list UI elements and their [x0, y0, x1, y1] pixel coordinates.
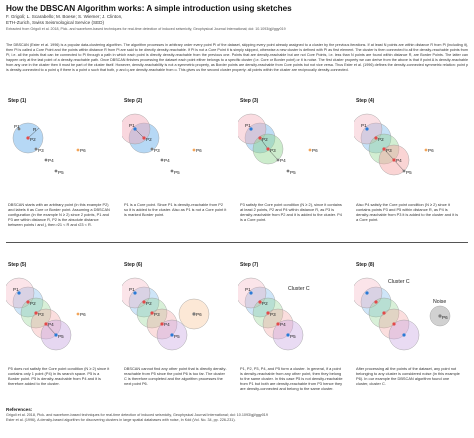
svg-text:P5: P5 — [58, 170, 64, 175]
step-title: Step (7) — [240, 262, 259, 268]
step-description: P1, P2, P3, P4, and P5 form a cluster. I… — [240, 366, 343, 391]
cluster-label: Cluster C — [388, 279, 410, 285]
svg-text:P5: P5 — [58, 334, 64, 339]
steps-row-1: Step (1) R P1 P2 P3 P4 P5 P6 DBSCAN star… — [6, 98, 468, 238]
step-3: Step (3) P1 P2 P3 P4 P5 P6 P3 satisfy th… — [238, 98, 351, 238]
svg-text:P3: P3 — [154, 148, 160, 153]
row-separator — [6, 242, 468, 243]
svg-text:P3: P3 — [154, 312, 160, 317]
svg-text:P6: P6 — [80, 148, 86, 153]
svg-text:P6: P6 — [428, 148, 434, 153]
step-3-sketch: P1 P2 P3 P4 P5 P6 — [238, 113, 318, 175]
step-8-sketch: Cluster C Noise P6 — [354, 277, 451, 351]
point-p3 — [34, 147, 38, 151]
step-description: P1 is a Core point. Since P1 is density-… — [124, 202, 227, 217]
svg-text:P1: P1 — [129, 287, 135, 292]
svg-text:P1: P1 — [245, 123, 251, 128]
svg-text:P4: P4 — [48, 158, 54, 163]
svg-text:P2: P2 — [30, 137, 36, 142]
svg-text:P3: P3 — [38, 148, 44, 153]
step-5: Step (5) P1 P2 P3 P4 P5 P6 P5 does not s… — [6, 262, 119, 402]
step-2: Step (2) P1 P2 P3 P4 P5 P6 P1 is a Core … — [122, 98, 235, 238]
point-p2 — [26, 136, 30, 140]
svg-text:P1: P1 — [361, 123, 367, 128]
point-p1 — [17, 127, 21, 131]
svg-text:P5: P5 — [290, 170, 296, 175]
svg-text:P6: P6 — [196, 148, 202, 153]
svg-text:P1: P1 — [129, 123, 135, 128]
step-6: Step (6) P1 P2 P3 P4 P5 P6 DBSCAN cannot… — [122, 262, 235, 402]
step-description: P3 satisfy the Core point condition (N ≥… — [240, 202, 342, 222]
poster-header: How the DBSCAN Algorithm works: A simple… — [6, 4, 468, 32]
svg-text:P3: P3 — [38, 312, 44, 317]
point-p2 — [142, 136, 146, 140]
svg-text:P3: P3 — [270, 312, 276, 317]
point-p5 — [54, 169, 58, 173]
cluster-label: Cluster C — [288, 286, 310, 292]
svg-text:P5: P5 — [290, 334, 296, 339]
step-1-sketch: R P1 P2 P3 P4 P5 P6 — [12, 122, 86, 175]
point-p4 — [44, 158, 48, 162]
reference-item: Grigoli et al. 2018, Pick- and waveform-… — [6, 413, 268, 417]
authors: F. Grigoli; L. Scarabello; M. Boese; S. … — [6, 14, 123, 19]
svg-text:P6: P6 — [312, 148, 318, 153]
step-title: Step (5) — [8, 262, 27, 268]
step-title: Step (3) — [240, 98, 259, 104]
svg-text:P4: P4 — [396, 158, 402, 163]
noise-label: Noise — [433, 299, 446, 305]
svg-text:P2: P2 — [146, 301, 152, 306]
references-title: References: — [6, 407, 33, 412]
svg-text:P5: P5 — [174, 170, 180, 175]
svg-text:P4: P4 — [48, 322, 54, 327]
svg-text:P3: P3 — [270, 148, 276, 153]
step-title: Step (2) — [124, 98, 143, 104]
svg-text:P6: P6 — [80, 312, 86, 317]
svg-text:P3: P3 — [386, 148, 392, 153]
point-p6 — [76, 148, 80, 152]
step-5-sketch: P1 P2 P3 P4 P5 P6 — [6, 277, 86, 351]
step-title: Step (4) — [356, 98, 375, 104]
step-description: Also P4 satisfy the Core point condition… — [356, 202, 459, 222]
references: References: Grigoli et al. 2018, Pick- a… — [6, 407, 468, 423]
svg-text:P4: P4 — [164, 322, 170, 327]
step-6-sketch: P1 P2 P3 P4 P5 P6 — [122, 277, 210, 351]
radius-label: R — [33, 127, 37, 132]
step-7: Step (7) Cluster C P1 P2 P3 P4 P5 P1, P2… — [238, 262, 351, 402]
svg-text:P4: P4 — [280, 158, 286, 163]
steps-row-2: Step (5) P1 P2 P3 P4 P5 P6 P5 does not s… — [6, 262, 468, 402]
reference-item: Ester et al. (1996), A density-based alg… — [6, 417, 236, 422]
svg-text:P5: P5 — [406, 170, 412, 175]
poster-title: How the DBSCAN Algorithm works: A simple… — [6, 4, 292, 13]
svg-text:P1: P1 — [14, 124, 20, 129]
svg-text:P2: P2 — [262, 137, 268, 142]
svg-text:P1: P1 — [245, 287, 251, 292]
step-8: Step (8) Cluster C Noise P6 After proces… — [354, 262, 467, 402]
svg-text:P1: P1 — [13, 287, 19, 292]
svg-text:P6: P6 — [442, 315, 448, 320]
intro-paragraph: The DBSCAN (Ester et al. 1996) is a popu… — [6, 43, 468, 72]
svg-text:P5: P5 — [174, 334, 180, 339]
affiliation: ETH-Zurich, Swiss Seismological Service … — [6, 19, 105, 25]
step-title: Step (1) — [8, 98, 27, 104]
step-7-sketch: Cluster C P1 P2 P3 P4 P5 — [238, 277, 310, 351]
svg-text:P4: P4 — [164, 158, 170, 163]
svg-text:P6: P6 — [196, 312, 202, 317]
step-description: After processing all the points of the d… — [356, 366, 460, 386]
step-4: Step (4) P1 P2 P3 P4 P5 P6 Also P4 satis… — [354, 98, 467, 238]
step-description: P5 does not satisfy the Core point condi… — [8, 366, 110, 386]
step-title: Step (8) — [356, 262, 375, 268]
step-description: DBSCAN starts with an arbitrary point (i… — [8, 202, 110, 227]
step-description: DBSCAN cannot find any other point that … — [124, 366, 227, 386]
svg-text:P2: P2 — [146, 137, 152, 142]
svg-text:P2: P2 — [262, 301, 268, 306]
step-1: Step (1) R P1 P2 P3 P4 P5 P6 DBSCAN star… — [6, 98, 119, 238]
svg-text:P2: P2 — [378, 137, 384, 142]
point-p1 — [133, 127, 137, 131]
step-title: Step (6) — [124, 262, 143, 268]
step-4-sketch: P1 P2 P3 P4 P5 P6 — [354, 113, 434, 176]
svg-text:P4: P4 — [280, 322, 286, 327]
svg-text:P2: P2 — [30, 301, 36, 306]
step-2-sketch: P1 P2 P3 P4 P5 P6 — [122, 113, 202, 175]
extract-note: Extracted from Grigoli et al. 2018, Pick… — [6, 26, 286, 31]
